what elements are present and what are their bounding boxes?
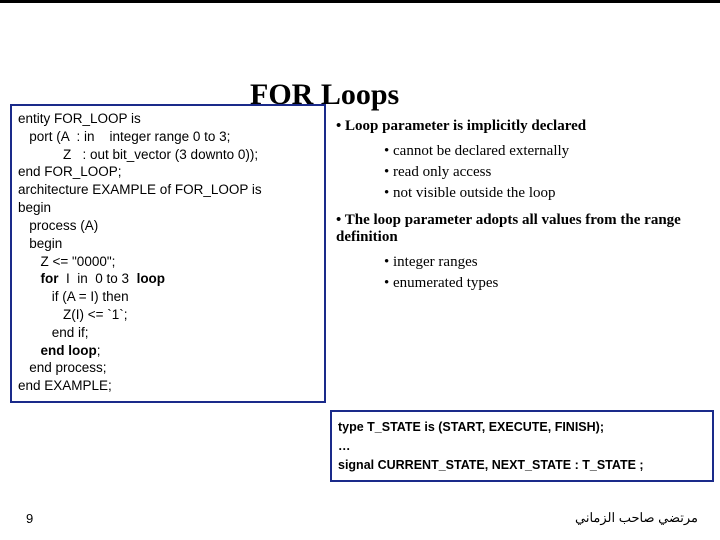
code-line: entity FOR_LOOP is xyxy=(18,110,318,128)
page-number: 9 xyxy=(26,511,33,526)
bullet-subitem: cannot be declared externally xyxy=(384,143,706,160)
bullet-text: enumerated types xyxy=(393,275,498,291)
bullet-subitem: enumerated types xyxy=(384,275,706,292)
bullet-subitem: integer ranges xyxy=(384,254,706,271)
type-box: type T_STATE is (START, EXECUTE, FINISH)… xyxy=(330,410,714,482)
code-line: for I in 0 to 3 loop xyxy=(18,270,318,288)
code-keyword: loop xyxy=(137,271,166,286)
bullet-item: Loop parameter is implicitly declared xyxy=(336,118,706,135)
code-span xyxy=(18,271,41,286)
code-span: ; xyxy=(97,343,101,358)
bullet-subitem: read only access xyxy=(384,164,706,181)
code-span: I in 0 to 3 xyxy=(59,271,137,286)
type-line: … xyxy=(338,437,706,456)
code-keyword: end loop xyxy=(41,343,97,358)
code-line: process (A) xyxy=(18,217,318,235)
code-line: begin xyxy=(18,235,318,253)
bullet-subitem: not visible outside the loop xyxy=(384,185,706,202)
code-line: begin xyxy=(18,199,318,217)
code-span xyxy=(18,343,41,358)
type-line: signal CURRENT_STATE, NEXT_STATE : T_STA… xyxy=(338,456,706,475)
slide: FOR Loops entity FOR_LOOP is port (A : i… xyxy=(0,0,720,540)
code-line: if (A = I) then xyxy=(18,288,318,306)
bullet-item: The loop parameter adopts all values fro… xyxy=(336,212,706,246)
bullet-text: integer ranges xyxy=(393,254,478,270)
bullet-text: The loop parameter adopts all values fro… xyxy=(336,212,681,245)
bullet-text: Loop parameter is implicitly declared xyxy=(345,118,586,134)
code-keyword: for xyxy=(41,271,59,286)
code-line: port (A : in integer range 0 to 3; xyxy=(18,128,318,146)
bullet-text: read only access xyxy=(393,164,491,180)
code-line: end loop; xyxy=(18,342,318,360)
code-line: Z <= "0000"; xyxy=(18,253,318,271)
code-line: architecture EXAMPLE of FOR_LOOP is xyxy=(18,181,318,199)
type-line: type T_STATE is (START, EXECUTE, FINISH)… xyxy=(338,418,706,437)
footer-author: مرتضي صاحب الزماني xyxy=(575,510,698,526)
bullet-text: not visible outside the loop xyxy=(393,185,556,201)
code-line: Z(I) <= `1`; xyxy=(18,306,318,324)
code-line: end EXAMPLE; xyxy=(18,377,318,395)
bullet-list: Loop parameter is implicitly declared ca… xyxy=(336,118,706,296)
code-line: end FOR_LOOP; xyxy=(18,163,318,181)
top-border xyxy=(0,0,720,3)
code-line: Z : out bit_vector (3 downto 0)); xyxy=(18,146,318,164)
code-line: end process; xyxy=(18,359,318,377)
bullet-text: cannot be declared externally xyxy=(393,143,569,159)
code-line: end if; xyxy=(18,324,318,342)
code-box: entity FOR_LOOP is port (A : in integer … xyxy=(10,104,326,403)
